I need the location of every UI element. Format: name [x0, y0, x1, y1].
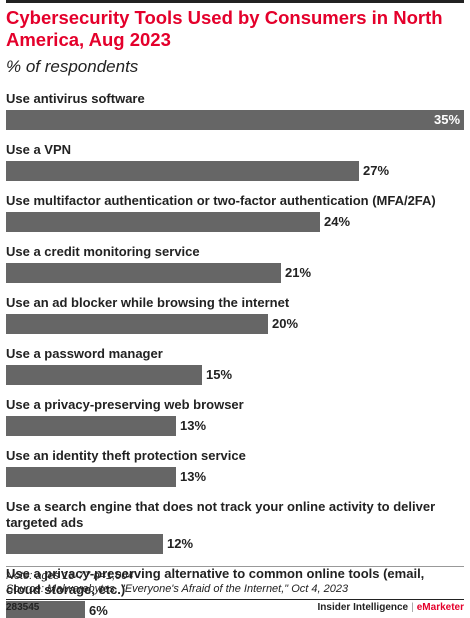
chart-subtitle: % of respondents: [6, 57, 139, 76]
category-label: Use an ad blocker while browsing the int…: [6, 295, 290, 310]
data-label: 15%: [206, 367, 233, 382]
data-label: 35%: [434, 112, 461, 127]
source-note: Source: Malwarebytes, "Everyone's Afraid…: [6, 583, 349, 595]
bar: [6, 110, 464, 130]
category-label: Use antivirus software: [6, 91, 145, 106]
bar: [6, 365, 202, 385]
brand-emarketer: eMarketer: [416, 602, 464, 613]
data-label: 21%: [285, 265, 312, 280]
category-label: Use a password manager: [6, 346, 163, 361]
category-label: Use a privacy-preserving alternative to …: [6, 566, 425, 597]
bar: [6, 263, 281, 283]
data-label: 13%: [180, 418, 207, 433]
chart-title: Cybersecurity Tools Used by Consumers in…: [6, 7, 443, 50]
footnote: Note: ages 13-77 n=1,004: [6, 570, 134, 582]
category-label: Use a credit monitoring service: [6, 244, 200, 259]
top-rule: [6, 0, 464, 3]
bar: [6, 416, 176, 436]
data-label: 12%: [167, 536, 194, 551]
category-label: Use a privacy-preserving web browser: [6, 397, 244, 412]
category-label: Use a search engine that does not track …: [6, 499, 436, 530]
bar: [6, 161, 359, 181]
category-label: Use an identity theft protection service: [6, 448, 246, 463]
brand-insider-intelligence: Insider Intelligence: [317, 602, 409, 613]
category-label: Use a VPN: [6, 142, 72, 157]
chart-id: 283545: [6, 602, 40, 613]
bar: [6, 212, 320, 232]
brand-separator: |: [411, 602, 414, 613]
data-label: 24%: [324, 214, 351, 229]
bar: [6, 314, 268, 334]
data-label: 13%: [180, 469, 207, 484]
bottom-rule: [6, 599, 464, 600]
brand-credit: Insider Intelligence | eMarketer: [318, 602, 464, 613]
bar: [6, 534, 163, 554]
bar: [6, 467, 176, 487]
data-label: 6%: [89, 603, 108, 618]
data-label: 27%: [363, 163, 390, 178]
data-label: 20%: [272, 316, 299, 331]
footer-rule: [6, 566, 464, 567]
category-label: Use multifactor authentication or two-fa…: [6, 193, 436, 208]
bar: [6, 601, 85, 618]
